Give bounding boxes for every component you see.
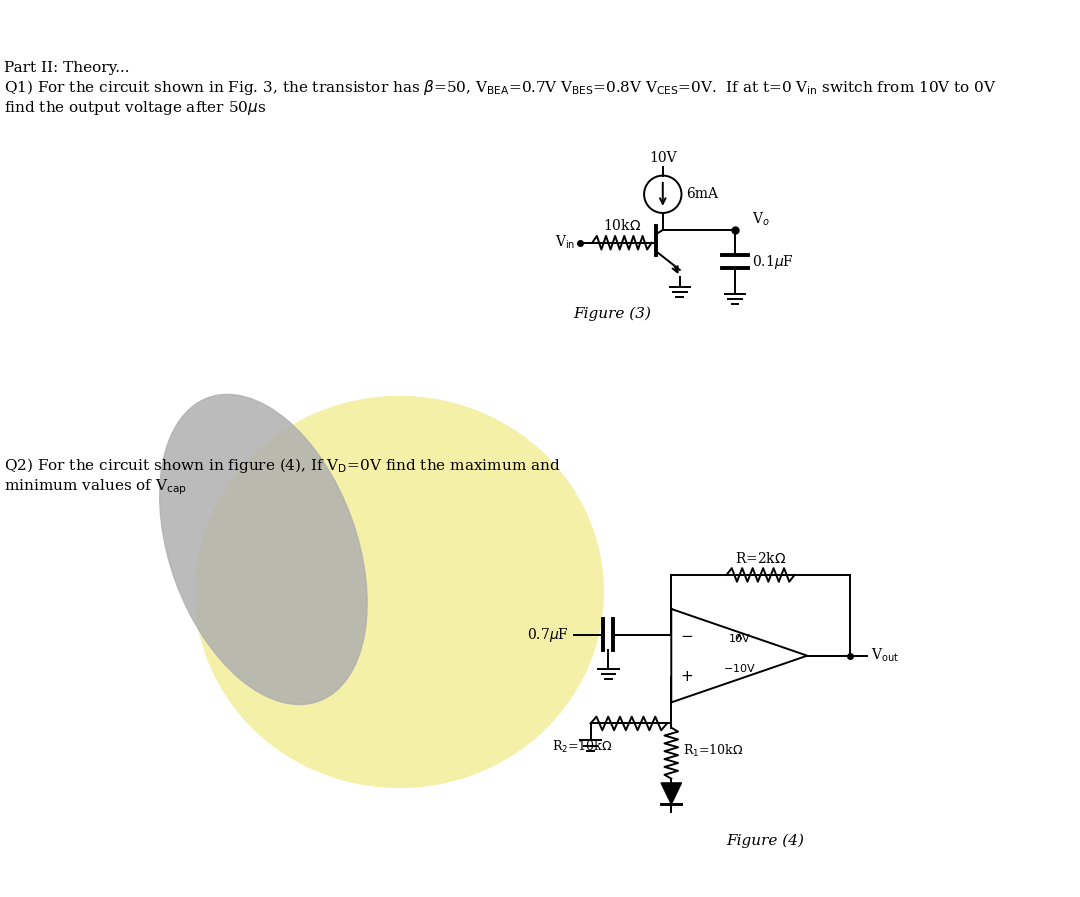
Text: R=2k$\Omega$: R=2k$\Omega$ xyxy=(734,552,786,567)
Text: Figure (3): Figure (3) xyxy=(572,307,651,321)
Text: $-$: $-$ xyxy=(679,627,693,642)
Polygon shape xyxy=(661,783,681,805)
Text: Q1) For the circuit shown in Fig. 3, the transistor has $\beta$=50, V$_{\rm BEA}: Q1) For the circuit shown in Fig. 3, the… xyxy=(4,78,997,97)
Text: 0.1$\mu$F: 0.1$\mu$F xyxy=(752,253,794,271)
Text: Figure (4): Figure (4) xyxy=(726,834,804,849)
Text: Part II: Theory...: Part II: Theory... xyxy=(4,61,130,74)
Text: Q2) For the circuit shown in figure (4), If V$_{\rm D}$=0V find the maximum and: Q2) For the circuit shown in figure (4),… xyxy=(4,456,561,475)
Text: V$_o$: V$_o$ xyxy=(752,211,770,228)
Text: minimum values of V$_{\rm cap}$: minimum values of V$_{\rm cap}$ xyxy=(4,477,188,497)
Text: $-$10V: $-$10V xyxy=(723,662,756,675)
Text: 10V: 10V xyxy=(728,633,751,644)
Text: 10k$\Omega$: 10k$\Omega$ xyxy=(603,217,642,232)
Text: $+$: $+$ xyxy=(679,669,693,684)
Text: V$_{\rm out}$: V$_{\rm out}$ xyxy=(870,647,899,665)
Text: R$_2$=10k$\Omega$: R$_2$=10k$\Omega$ xyxy=(552,739,612,755)
Ellipse shape xyxy=(160,395,367,704)
Ellipse shape xyxy=(195,396,604,788)
Text: find the output voltage after 50$\mu$s: find the output voltage after 50$\mu$s xyxy=(4,99,267,118)
Text: 0.7$\mu$F: 0.7$\mu$F xyxy=(527,625,569,644)
Text: R$_1$=10k$\Omega$: R$_1$=10k$\Omega$ xyxy=(684,743,744,759)
Text: 10V: 10V xyxy=(649,152,676,165)
Text: V$_{\rm in}$: V$_{\rm in}$ xyxy=(555,234,576,251)
Text: 6mA: 6mA xyxy=(687,187,718,201)
